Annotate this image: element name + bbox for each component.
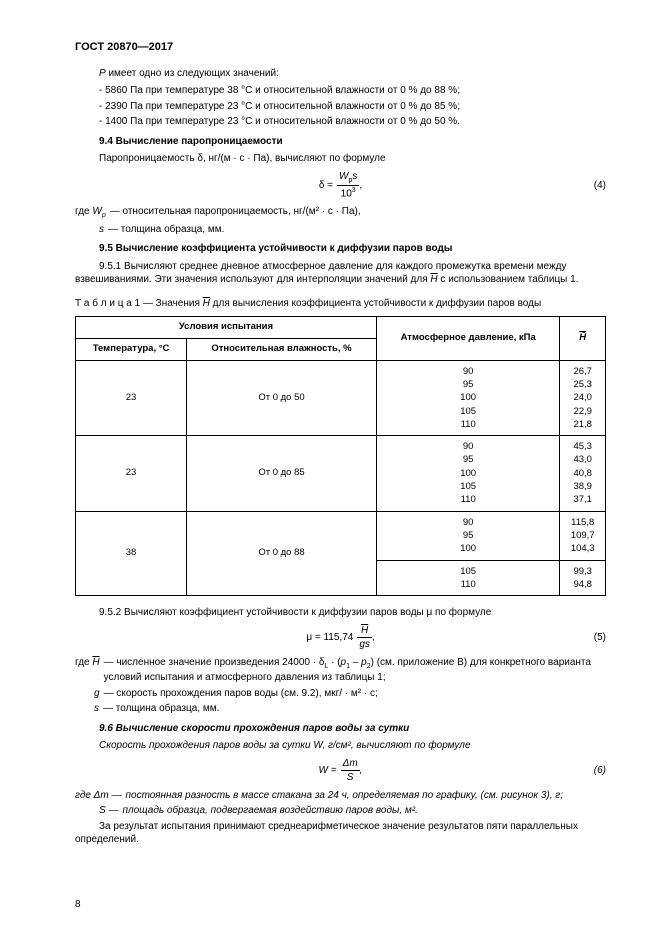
p-intro: P имеет одно из следующих значений:	[75, 67, 606, 81]
formula-6-num: (6)	[594, 764, 606, 778]
table-1: Условия испытания Атмосферное давление, …	[75, 316, 606, 596]
where-bs: S — площадь образца, подвергаемая воздей…	[75, 804, 606, 818]
th-rh: Относительная влажность, %	[187, 338, 377, 360]
h-vals-2b: 99,394,8	[566, 565, 599, 592]
h-vals-0: 26,725,324,022,921,8	[566, 365, 599, 431]
where-hbar: где H — численное значение произведения …	[75, 656, 606, 685]
formula-4: δ = Wps 103 , (4)	[75, 170, 606, 201]
sec-9-4-intro: Паропроницаемость δ, нг/(м · с · Па), вы…	[75, 152, 606, 166]
formula-5: μ = 115,74 H gs , (5)	[75, 624, 606, 652]
where-s: s — толщина образца, мм.	[75, 223, 606, 237]
table-row: 23 От 0 до 50 9095100105110 26,725,324,0…	[76, 360, 606, 435]
p-items: - 5860 Па при температуре 38 °С и относи…	[75, 84, 606, 129]
doc-header: ГОСТ 20870—2017	[75, 40, 606, 55]
press-vals-2b: 105110	[383, 565, 554, 592]
sec-9-5-1: 9.5.1 Вычисляют среднее дневное атмосфер…	[75, 260, 606, 287]
sec-9-5-title: 9.5 Вычисление коэффициента устойчивости…	[75, 242, 606, 256]
table-1-caption: Т а б л и ц а 1 — Значения H для вычисле…	[75, 297, 606, 311]
formula-5-num: (5)	[594, 631, 606, 645]
formula-4-num: (4)	[594, 179, 606, 193]
press-vals-1: 9095100105110	[383, 440, 554, 506]
sec-9-6-intro: Скорость прохождения паров воды за сутки…	[75, 739, 606, 753]
press-vals-2a: 9095100	[383, 516, 554, 556]
where-dm: где Δm — постоянная разность в массе ста…	[75, 789, 606, 803]
press-vals-0: 9095100105110	[383, 365, 554, 431]
th-cond: Условия испытания	[76, 317, 377, 339]
where-wp: где Wp — относительная паропроницаемость…	[75, 205, 606, 220]
sec-9-4-title: 9.4 Вычисление паропроницаемости	[75, 135, 606, 149]
where-s2: s — толщина образца, мм.	[75, 702, 606, 716]
th-press: Атмосферное давление, кПа	[376, 317, 560, 361]
sec-9-6-title: 9.6 Вычисление скорости прохождения паро…	[75, 722, 606, 736]
h-vals-2a: 115,8109,7104,3	[566, 516, 599, 556]
p-item-0: - 5860 Па при температуре 38 °С и относи…	[99, 84, 606, 98]
page: ГОСТ 20870—2017 P имеет одно из следующи…	[0, 0, 661, 936]
p-item-1: - 2390 Па при температуре 23 °С и относи…	[99, 100, 606, 114]
sec-9-5-2: 9.5.2 Вычисляют коэффициент устойчивости…	[75, 606, 606, 620]
where-g: g — скорость прохождения паров воды (см.…	[75, 687, 606, 701]
formula-6: W = Δm S , (6)	[75, 757, 606, 785]
th-h: H̄	[560, 317, 606, 361]
sec-9-6-concl: За результат испытания принимают среднеа…	[75, 820, 606, 847]
p-item-2: - 1400 Па при температуре 23 °С и относи…	[99, 115, 606, 129]
table-row: 23 От 0 до 85 9095100105110 45,343,040,8…	[76, 436, 606, 511]
page-number: 8	[75, 898, 81, 912]
h-vals-1: 45,343,040,838,937,1	[566, 440, 599, 506]
th-temp: Температура, °С	[76, 338, 187, 360]
table-row: 38 От 0 до 88 9095100 115,8109,7104,3	[76, 511, 606, 560]
